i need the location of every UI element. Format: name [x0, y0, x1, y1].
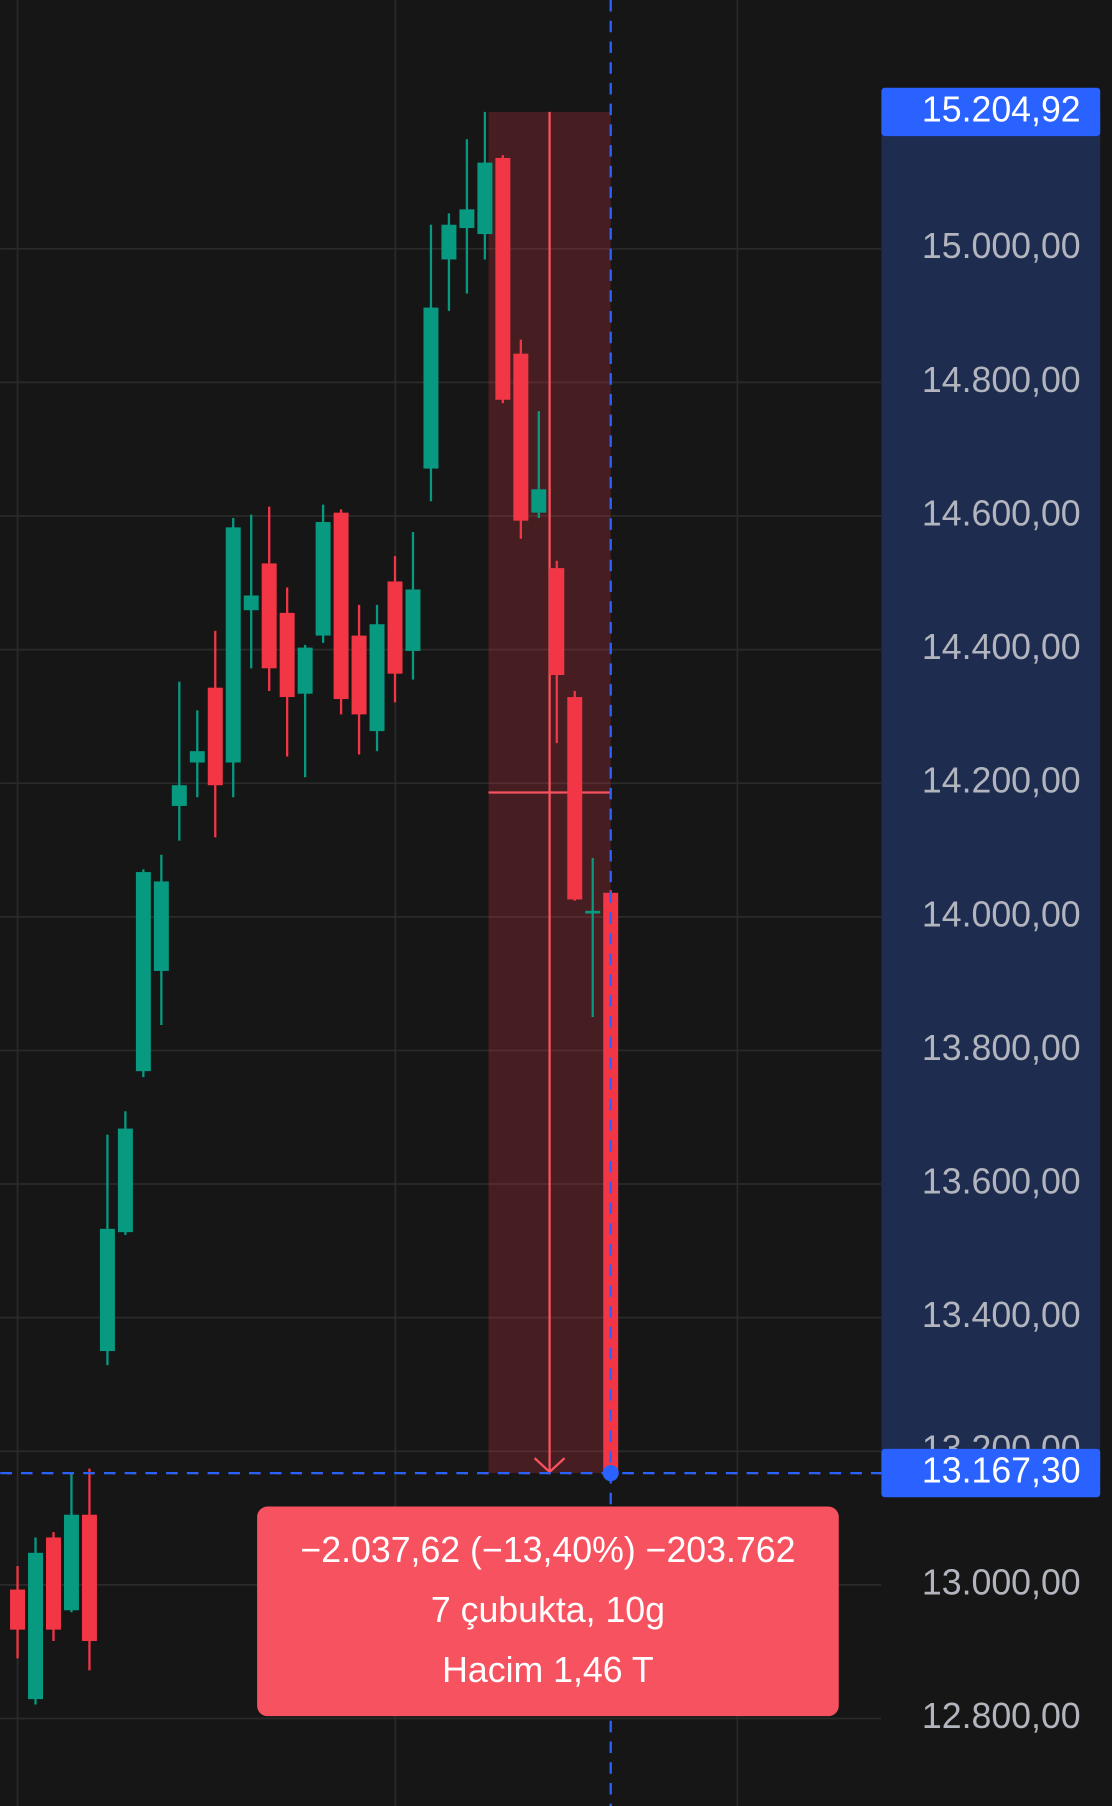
price-tag	[881, 87, 1101, 137]
measure-arrow-head	[533, 1457, 566, 1474]
y-tick-label: 13.000,00	[922, 1562, 1081, 1602]
candle-body	[351, 635, 367, 715]
measure-info-text: −2.037,62 (−13,40%) −203.762	[300, 1530, 795, 1570]
y-tick-label: 14.800,00	[922, 360, 1081, 400]
candle-body	[549, 568, 565, 675]
candle-body	[315, 522, 331, 636]
candle-body	[171, 785, 187, 806]
candle-body	[369, 624, 385, 732]
candle-body	[99, 1228, 115, 1352]
candle-body	[459, 209, 475, 229]
candle-body	[279, 612, 295, 698]
price-tag-label: 13.167,30	[922, 1451, 1081, 1491]
price-axis: 12.800,0013.000,0013.200,0013.400,0013.6…	[881, 0, 1112, 1806]
price-tag	[881, 1448, 1101, 1498]
candle-body	[28, 1552, 44, 1700]
candle-body	[135, 872, 151, 1072]
y-tick-label: 14.200,00	[922, 761, 1081, 801]
candle-body	[10, 1589, 26, 1630]
candles	[10, 111, 619, 1705]
measure-info-text: Hacim 1,46 T	[442, 1650, 654, 1690]
y-tick-label: 14.600,00	[922, 493, 1081, 533]
measure-info-text: 7 çubukta, 10g	[431, 1590, 665, 1630]
candle-body	[297, 647, 313, 694]
candle-body	[531, 489, 547, 513]
measure-info-box	[257, 1506, 839, 1717]
candle-body	[441, 224, 457, 260]
candle-body	[189, 751, 205, 763]
y-tick-label: 13.600,00	[922, 1161, 1081, 1201]
y-tick-label: 14.400,00	[922, 627, 1081, 667]
candle-body	[63, 1514, 79, 1611]
candle-body	[81, 1514, 97, 1641]
candle-body	[423, 307, 439, 469]
candle-body	[261, 563, 277, 669]
candle-body	[117, 1128, 133, 1233]
candle-body	[207, 687, 223, 786]
candle-body	[243, 595, 259, 611]
overlay: −2.037,62 (−13,40%) −203.762 7 çubukta, 1…	[0, 0, 882, 1806]
candle-body	[333, 512, 349, 700]
candle-body	[513, 353, 529, 521]
axis-range-highlight	[881, 111, 1101, 1474]
candle-body	[153, 881, 169, 971]
price-tag-label: 15.204,92	[922, 89, 1081, 129]
candle-body	[567, 697, 583, 900]
candle-body	[225, 527, 241, 763]
y-tick-label: 12.800,00	[922, 1696, 1081, 1736]
y-tick-label: 13.800,00	[922, 1028, 1081, 1068]
y-tick-label: 14.000,00	[922, 894, 1081, 934]
candle-body	[585, 910, 601, 914]
candle-body	[387, 581, 403, 674]
candle-body	[405, 589, 421, 651]
y-tick-label: 15.000,00	[922, 226, 1081, 266]
candle-body	[477, 162, 493, 235]
candle-body	[495, 157, 511, 400]
y-tick-label: 13.400,00	[922, 1295, 1081, 1335]
candle-body	[46, 1537, 61, 1630]
crosshair-dot	[602, 1465, 619, 1482]
